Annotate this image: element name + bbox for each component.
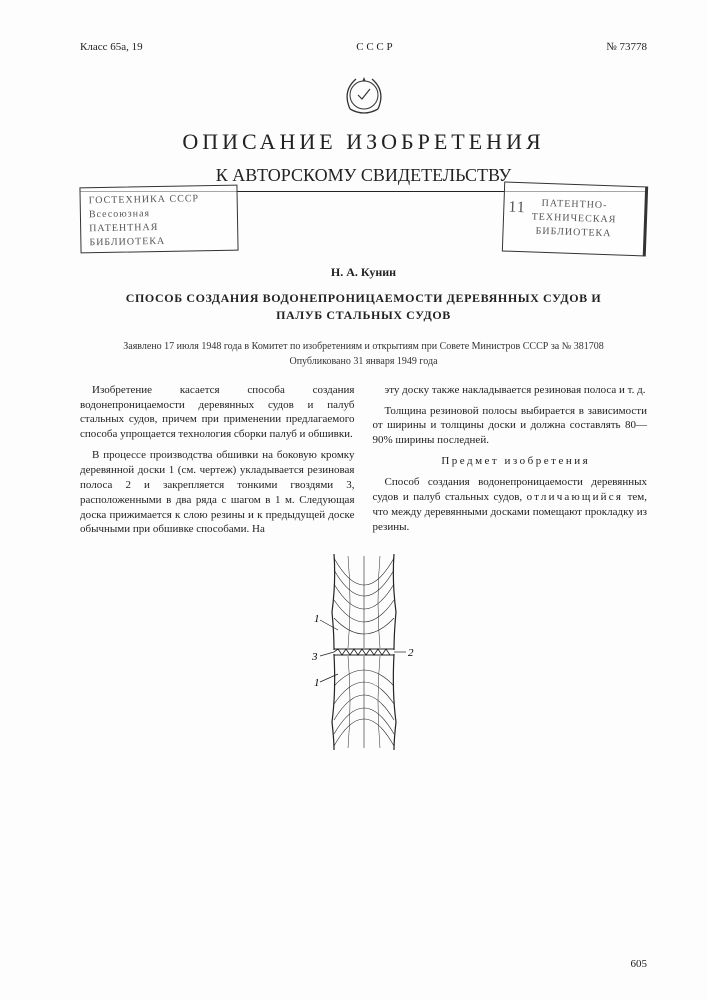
figure-label-1b: 1 bbox=[314, 677, 320, 689]
technical-drawing: 1 3 1 2 bbox=[304, 552, 424, 752]
paragraph: эту доску также накладывается резиновая … bbox=[373, 383, 648, 398]
figure-label-1: 1 bbox=[314, 613, 320, 625]
class-code: Класс 65а, 19 bbox=[80, 40, 143, 55]
claim-paragraph: Способ создания водонепроницаемости дере… bbox=[373, 475, 648, 534]
filing-info: Заявлено 17 июля 1948 года в Комитет по … bbox=[80, 339, 647, 369]
figure-container: 1 3 1 2 bbox=[80, 552, 647, 752]
stamps-row: ГОСТЕХНИКА СССР Всесоюзная ПАТЕНТНАЯ БИБ… bbox=[80, 184, 647, 254]
paragraph: Изобретение касается способа создания во… bbox=[80, 383, 355, 442]
figure-label-3: 3 bbox=[311, 651, 318, 663]
paragraph: В процессе производства обшивки на боков… bbox=[80, 448, 355, 537]
library-stamp-left: ГОСТЕХНИКА СССР Всесоюзная ПАТЕНТНАЯ БИБ… bbox=[79, 184, 238, 253]
document-page: Класс 65а, 19 С С С Р № 73778 ОПИСАНИЕ И… bbox=[0, 0, 707, 1000]
state-emblem-icon bbox=[338, 71, 390, 119]
claim-heading: Предмет изобретения bbox=[373, 454, 648, 469]
invention-title: СПОСОБ СОЗДАНИЯ ВОДОНЕПРОНИЦАЕМОСТИ ДЕРЕ… bbox=[108, 290, 619, 325]
paragraph: Толщина резиновой полосы выбирается в за… bbox=[373, 404, 648, 449]
page-number: 605 bbox=[631, 957, 648, 972]
figure-label-2: 2 bbox=[408, 647, 414, 659]
author-name: Н. А. Кунин bbox=[80, 264, 647, 280]
library-stamp-right: 11 ПАТЕНТНО- ТЕХНИЧЕСКАЯ БИБЛИОТЕКА bbox=[502, 181, 648, 256]
document-title: ОПИСАНИЕ ИЗОБРЕТЕНИЯ bbox=[80, 127, 647, 157]
body-text: Изобретение касается способа создания во… bbox=[80, 383, 647, 542]
header-row: Класс 65а, 19 С С С Р № 73778 bbox=[80, 40, 647, 55]
patent-number: № 73778 bbox=[606, 40, 647, 55]
publication-line: Опубликовано 31 января 1949 года bbox=[80, 354, 647, 369]
country-code: С С С Р bbox=[356, 40, 392, 55]
filing-line: Заявлено 17 июля 1948 года в Комитет по … bbox=[80, 339, 647, 354]
stamp-text: БИБЛИОТЕКА bbox=[89, 234, 229, 250]
subtitle: К АВТОРСКОМУ СВИДЕТЕЛЬСТВУ bbox=[216, 165, 512, 185]
stamp-number: 11 bbox=[508, 197, 526, 220]
